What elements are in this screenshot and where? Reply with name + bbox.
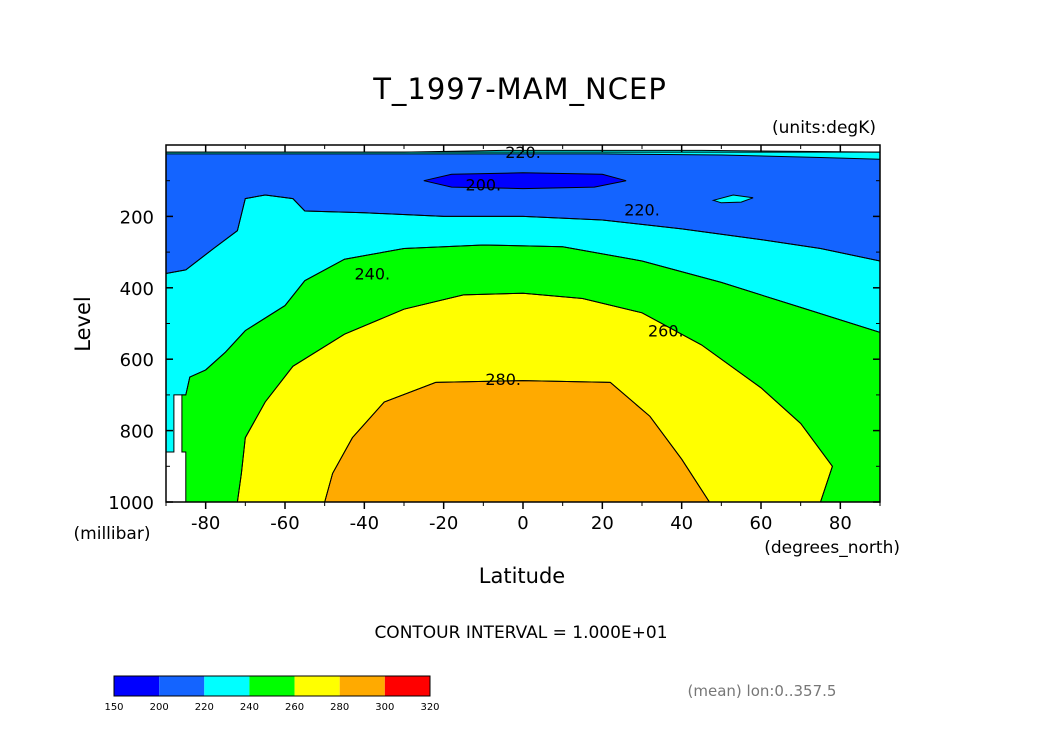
colorbar-label: 150	[104, 702, 123, 713]
svg-text:220.: 220.	[505, 143, 541, 162]
svg-text:220.: 220.	[624, 200, 660, 219]
units-label: (units:degK)	[772, 118, 876, 138]
contour-label-2: 220.	[624, 200, 660, 219]
colorbar-frame	[113, 675, 431, 697]
colorbar-swatch	[249, 676, 295, 696]
contour-label-5: 280.	[485, 370, 521, 389]
contour-interval: CONTOUR INTERVAL = 1.000E+01	[374, 623, 667, 643]
chart-title: T_1997-MAM_NCEP	[372, 72, 667, 106]
y-tick-label: 200	[120, 207, 154, 228]
region-band-240-260	[181, 245, 880, 502]
colorbar-label: 240	[240, 702, 259, 713]
colorbar-label: 220	[195, 702, 214, 713]
colorbar-label: 260	[285, 702, 304, 713]
x-tick-label: 20	[591, 513, 614, 534]
y-tick-label: 600	[120, 350, 154, 371]
colorbar-label: 300	[375, 702, 394, 713]
y-units-label: (millibar)	[74, 524, 151, 544]
contour-label-0: 220.	[505, 143, 541, 162]
contour-label-1: 200.	[466, 175, 502, 194]
colorbar-label: 280	[330, 702, 349, 713]
svg-text:200.: 200.	[466, 175, 502, 194]
contour-labels: 220.200.220.240.260.280.	[354, 143, 684, 389]
x-tick-label: -40	[350, 513, 379, 534]
contour-fills	[166, 145, 880, 502]
x-tick-label: -20	[429, 513, 458, 534]
colorbar-swatch	[114, 676, 160, 696]
region-blob-220-240	[713, 195, 754, 203]
y-axis: 1000 800 600 400 200	[108, 180, 880, 514]
y-axis-title: Level	[71, 296, 95, 351]
x-tick-label: -60	[270, 513, 299, 534]
svg-text:280.: 280.	[485, 370, 521, 389]
region-band-220-240-top	[166, 150, 880, 160]
colorbar-swatch	[384, 676, 430, 696]
colorbar-swatch	[294, 676, 340, 696]
contour-label-3: 240.	[354, 265, 390, 284]
region-band-200-220	[166, 152, 880, 274]
colorbar-label: 320	[420, 702, 439, 713]
x-units-label: (degrees_north)	[764, 538, 900, 558]
contour-line-blob-220-240	[711, 194, 754, 204]
colorbar-swatch	[159, 676, 205, 696]
contour-line-band-220-240-top	[166, 149, 880, 160]
mean-note: (mean) lon:0..357.5	[688, 682, 837, 700]
colorbar-swatch	[204, 676, 250, 696]
contour-line-band-280-300	[324, 380, 710, 502]
colorbar: 150 200 220 240 260 280 300 320	[104, 675, 440, 713]
y-tick-label: 400	[120, 279, 154, 300]
region-band-260-280	[237, 293, 833, 502]
y-tick-label: 1000	[108, 493, 154, 514]
contour-line-cap-below-200	[423, 172, 627, 190]
x-axis-title: Latitude	[479, 564, 565, 588]
contour-lines	[166, 149, 880, 502]
x-tick-label: 40	[670, 513, 693, 534]
x-tick-label: 60	[750, 513, 773, 534]
x-tick-label: -80	[191, 513, 220, 534]
x-tick-label: 0	[517, 513, 528, 534]
y-tick-label: 800	[120, 422, 154, 443]
colorbar-swatch	[339, 676, 385, 696]
region-cap-below-200	[423, 172, 627, 189]
region-band-220-240	[166, 195, 880, 452]
region-band-280-300	[324, 380, 710, 502]
svg-text:260.: 260.	[648, 322, 684, 341]
svg-text:240.: 240.	[354, 265, 390, 284]
colorbar-label: 200	[150, 702, 169, 713]
x-axis: -80 -60 -40 -20 0 20 40 60 80	[165, 145, 881, 534]
contour-label-4: 260.	[648, 322, 684, 341]
x-tick-label: 80	[829, 513, 852, 534]
